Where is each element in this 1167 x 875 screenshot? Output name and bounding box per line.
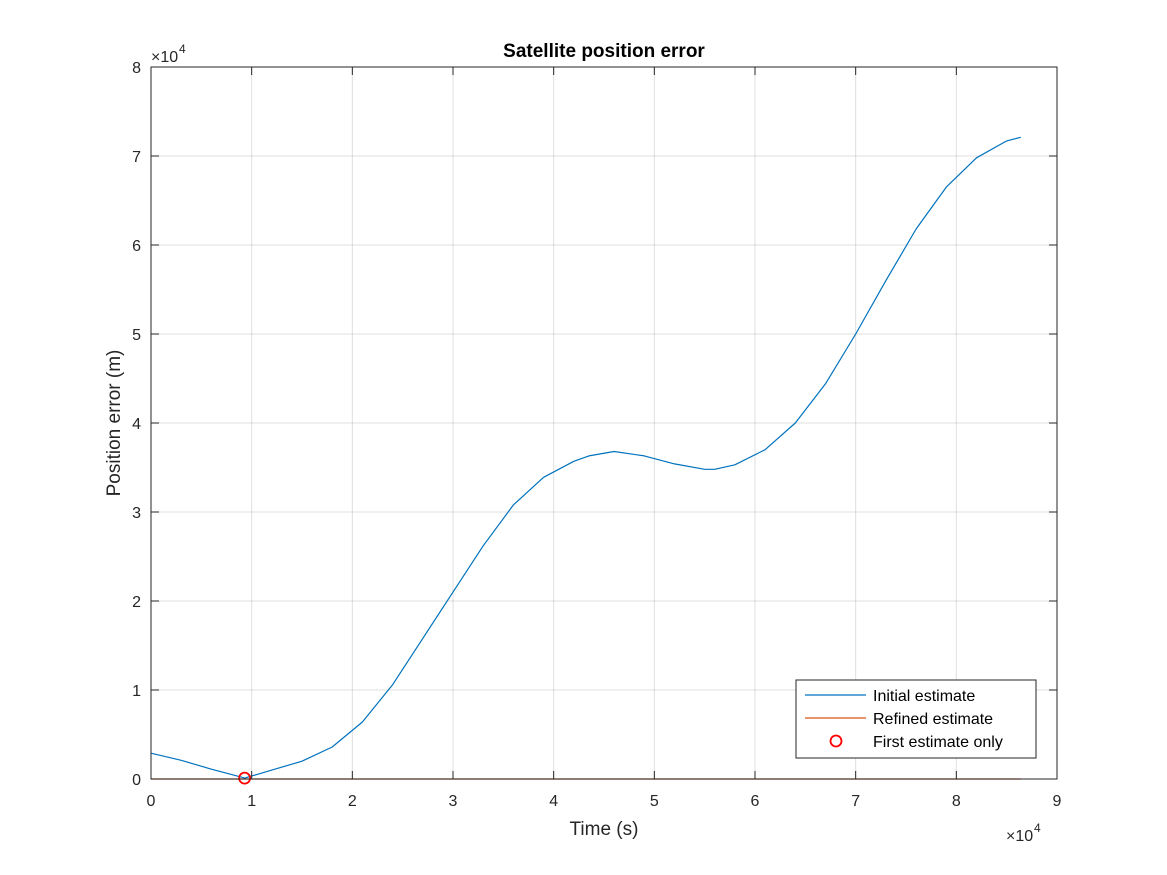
legend-label-initial-estimate: Initial estimate [873,688,975,705]
grid [151,67,1057,779]
y-tick-label: 7 [132,149,141,166]
chart-title: Satellite position error [503,41,705,62]
ticks: 0 1 2 3 4 5 6 7 8 9 0 1 2 3 4 5 6 7 8 [132,60,1061,810]
y-tick-label: 0 [132,772,141,789]
y-tick-label: 3 [132,505,141,522]
legend-marker-first-estimate-only [829,734,843,748]
x-tick-label: 2 [348,793,357,810]
x-tick-label: 0 [147,793,156,810]
x-tick-label: 3 [449,793,458,810]
x-tick-label: 6 [751,793,760,810]
x-tick-label: 8 [952,793,961,810]
x-tick-label: 5 [650,793,659,810]
legend-label-refined-estimate: Refined estimate [873,711,993,728]
y-axis-label: Position error (m) [104,350,125,497]
x-tick-label: 7 [851,793,860,810]
first-estimate-only-marker [238,771,252,785]
y-tick-label: 2 [132,594,141,611]
axes-background [151,67,1057,779]
y-exponent: ×10 4 [151,42,186,66]
x-exponent-base: ×10 [1006,828,1033,845]
y-exponent-power: 4 [179,42,186,56]
x-tick-label: 9 [1053,793,1062,810]
legend-box [795,679,1037,759]
x-tick-label: 4 [549,793,558,810]
y-tick-label: 6 [132,238,141,255]
y-tick-label: 8 [132,60,141,77]
initial-estimate-line [150,136,1021,779]
x-exponent-power: 4 [1034,821,1041,835]
y-tick-label: 1 [132,683,141,700]
y-exponent-base: ×10 [151,49,178,66]
x-axis-label: Time (s) [570,819,639,840]
y-tick-label: 5 [132,327,141,344]
legend-entries: Initial estimate Refined estimate First es… [805,688,1003,751]
x-exponent: ×10 4 [1006,821,1041,845]
y-tick-label: 4 [132,416,141,433]
legend-label-first-estimate-only: First estimate only [873,734,1003,751]
x-tick-label: 1 [247,793,256,810]
legend: Initial estimate Refined estimate First es… [795,679,1037,759]
